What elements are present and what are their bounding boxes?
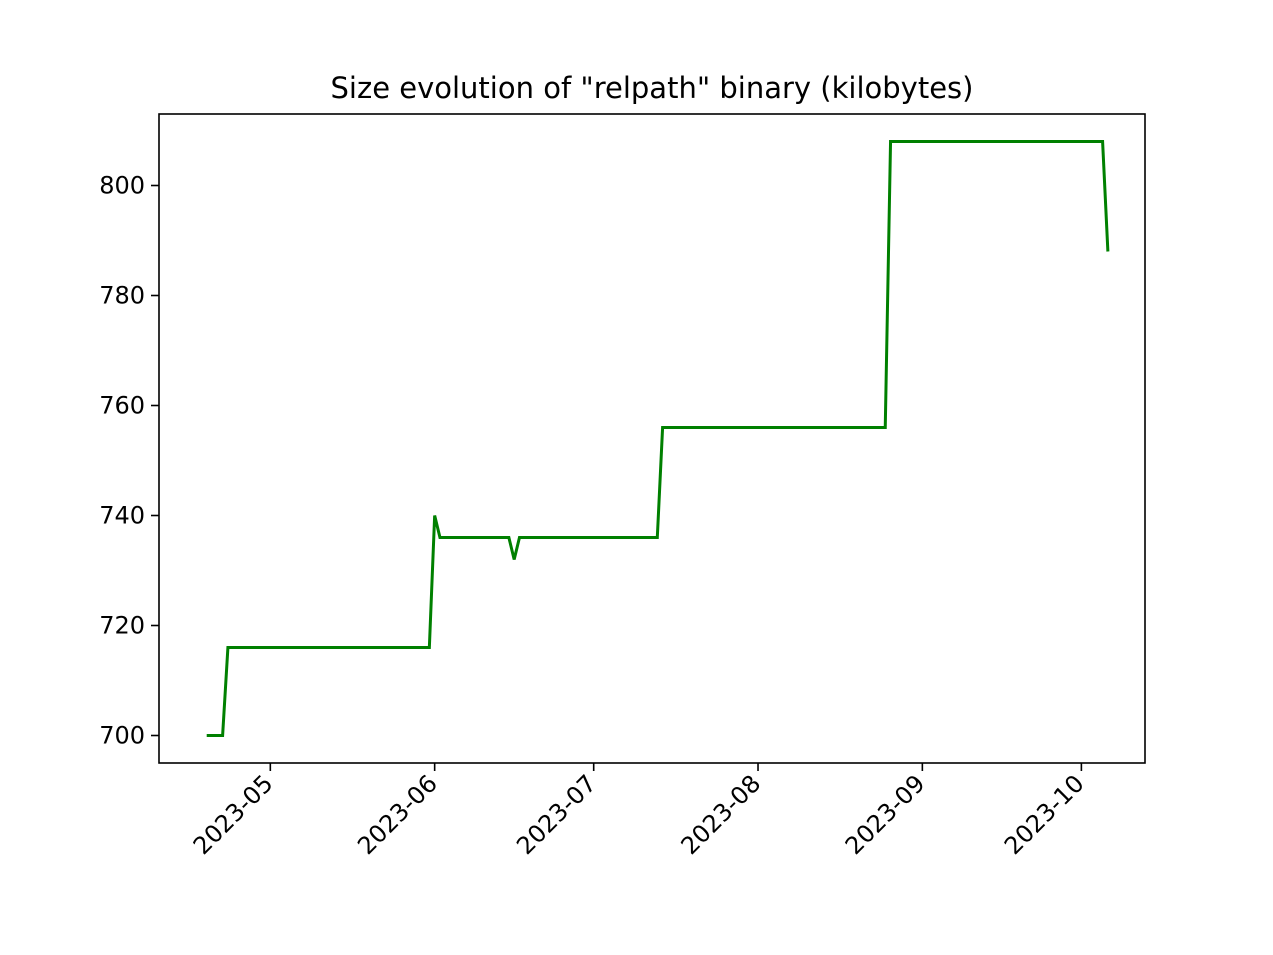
x-tick-label-2023-07: 2023-07: [511, 769, 602, 860]
y-tick-label-800: 800: [99, 172, 145, 200]
x-tick-label-2023-05: 2023-05: [188, 769, 279, 860]
x-tick-label-2023-10: 2023-10: [999, 769, 1090, 860]
y-tick-label-740: 740: [99, 502, 145, 530]
y-tick-label-780: 780: [99, 282, 145, 310]
y-tick-label-720: 720: [99, 612, 145, 640]
y-tick-label-700: 700: [99, 722, 145, 750]
plot-frame: [158, 113, 1146, 764]
x-tick-label-2023-09: 2023-09: [840, 769, 931, 860]
series-line-0: [206, 140, 1110, 737]
y-tick-label-760: 760: [99, 392, 145, 420]
x-tick-label-2023-08: 2023-08: [676, 769, 767, 860]
x-tick-label-2023-06: 2023-06: [352, 769, 443, 860]
plot-layer: 700 720 740 760 780 800 2023-05 2023-06 2023-07 2…: [99, 140, 1110, 860]
chart-title: Size evolution of "relpath" binary (kilo…: [331, 71, 974, 105]
